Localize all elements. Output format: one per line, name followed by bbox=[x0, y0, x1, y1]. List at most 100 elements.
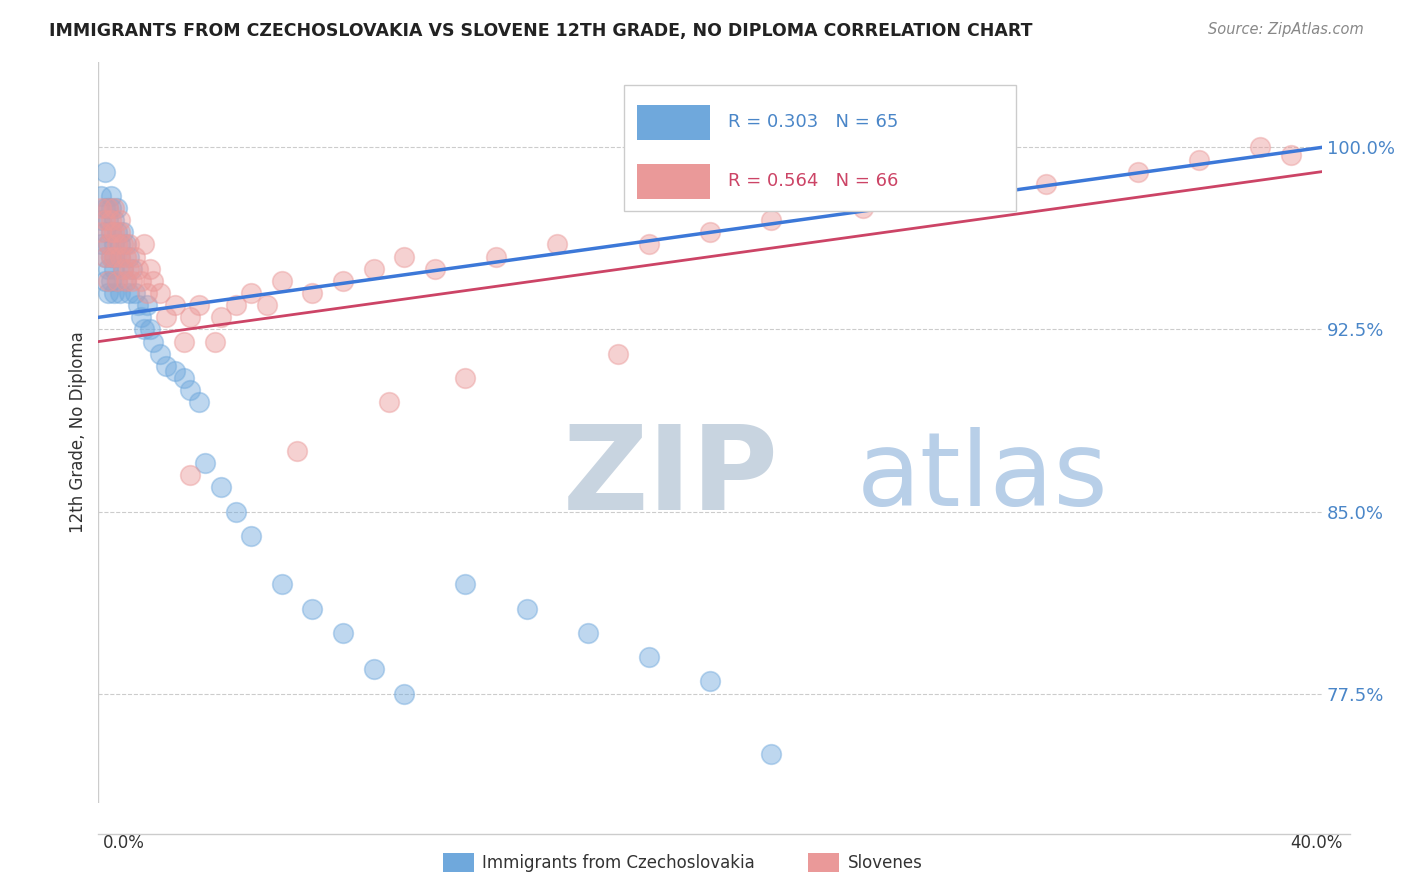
Point bbox=[105, 274, 128, 288]
Point bbox=[1128, 164, 1150, 178]
Point bbox=[163, 364, 186, 378]
Text: 0.0%: 0.0% bbox=[103, 834, 145, 852]
Text: ZIP: ZIP bbox=[564, 419, 779, 534]
Point bbox=[759, 213, 782, 227]
Point bbox=[100, 201, 122, 215]
Point bbox=[1188, 153, 1211, 167]
Point bbox=[127, 298, 149, 312]
Point bbox=[97, 237, 120, 252]
Point bbox=[637, 237, 661, 252]
Point bbox=[240, 529, 263, 543]
Point bbox=[134, 322, 156, 336]
Point bbox=[103, 286, 125, 301]
Text: Slovenes: Slovenes bbox=[848, 854, 922, 871]
Point bbox=[943, 189, 966, 203]
Point bbox=[332, 274, 354, 288]
Point bbox=[115, 250, 138, 264]
Point bbox=[100, 225, 122, 239]
Point bbox=[155, 310, 177, 325]
Point bbox=[115, 237, 138, 252]
Text: Immigrants from Czechoslovakia: Immigrants from Czechoslovakia bbox=[482, 854, 755, 871]
Point bbox=[93, 250, 115, 264]
FancyBboxPatch shape bbox=[637, 164, 710, 200]
Point bbox=[607, 347, 630, 361]
Point bbox=[179, 468, 201, 483]
Point bbox=[301, 286, 323, 301]
Point bbox=[149, 347, 172, 361]
Point bbox=[163, 298, 186, 312]
Point bbox=[90, 213, 112, 227]
Point bbox=[97, 201, 120, 215]
Point bbox=[103, 250, 125, 264]
Point bbox=[637, 650, 661, 665]
Point bbox=[209, 480, 232, 494]
Point bbox=[93, 164, 115, 178]
Point bbox=[105, 237, 128, 252]
Point bbox=[97, 213, 120, 227]
Point bbox=[100, 274, 122, 288]
Point bbox=[108, 237, 131, 252]
Point bbox=[225, 504, 247, 518]
Point bbox=[103, 201, 125, 215]
Point bbox=[97, 201, 120, 215]
Point bbox=[240, 286, 263, 301]
Point bbox=[759, 747, 782, 762]
Point bbox=[97, 286, 120, 301]
Point bbox=[1249, 140, 1271, 154]
Point bbox=[103, 225, 125, 239]
Point bbox=[454, 577, 477, 591]
Point bbox=[852, 164, 875, 178]
Point bbox=[142, 274, 165, 288]
Point bbox=[179, 310, 201, 325]
Point bbox=[90, 225, 112, 239]
Point bbox=[97, 261, 120, 276]
Point bbox=[136, 286, 159, 301]
Point bbox=[100, 189, 122, 203]
Point bbox=[121, 274, 143, 288]
Point bbox=[105, 274, 128, 288]
Point bbox=[129, 310, 152, 325]
Point bbox=[103, 250, 125, 264]
Point bbox=[1279, 147, 1302, 161]
Point bbox=[115, 274, 138, 288]
Point bbox=[225, 298, 247, 312]
Point bbox=[134, 237, 156, 252]
Text: R = 0.564   N = 66: R = 0.564 N = 66 bbox=[728, 172, 898, 190]
Point bbox=[139, 322, 162, 336]
Point bbox=[209, 310, 232, 325]
Point bbox=[111, 261, 134, 276]
Point bbox=[363, 662, 385, 676]
Point bbox=[173, 334, 195, 349]
Point bbox=[115, 274, 138, 288]
Point bbox=[100, 250, 122, 264]
Text: R = 0.303   N = 65: R = 0.303 N = 65 bbox=[728, 112, 898, 130]
Point bbox=[97, 274, 120, 288]
Point bbox=[118, 250, 141, 264]
Point bbox=[108, 225, 131, 239]
Point bbox=[516, 601, 538, 615]
Point bbox=[103, 237, 125, 252]
Point bbox=[93, 213, 115, 227]
Point bbox=[699, 674, 721, 689]
Point bbox=[108, 250, 131, 264]
Point bbox=[111, 237, 134, 252]
Point bbox=[139, 261, 162, 276]
Point bbox=[111, 225, 134, 239]
Point bbox=[129, 274, 152, 288]
Point bbox=[124, 250, 146, 264]
Point bbox=[173, 371, 195, 385]
Point bbox=[454, 371, 477, 385]
Point bbox=[90, 189, 112, 203]
Point bbox=[149, 286, 172, 301]
Point bbox=[108, 250, 131, 264]
Point bbox=[97, 237, 120, 252]
Point bbox=[142, 334, 165, 349]
Point bbox=[100, 250, 122, 264]
Point bbox=[852, 201, 875, 215]
Text: Source: ZipAtlas.com: Source: ZipAtlas.com bbox=[1208, 22, 1364, 37]
Point bbox=[204, 334, 226, 349]
Point bbox=[194, 456, 217, 470]
FancyBboxPatch shape bbox=[624, 85, 1015, 211]
Point bbox=[1035, 177, 1057, 191]
Point bbox=[179, 383, 201, 397]
